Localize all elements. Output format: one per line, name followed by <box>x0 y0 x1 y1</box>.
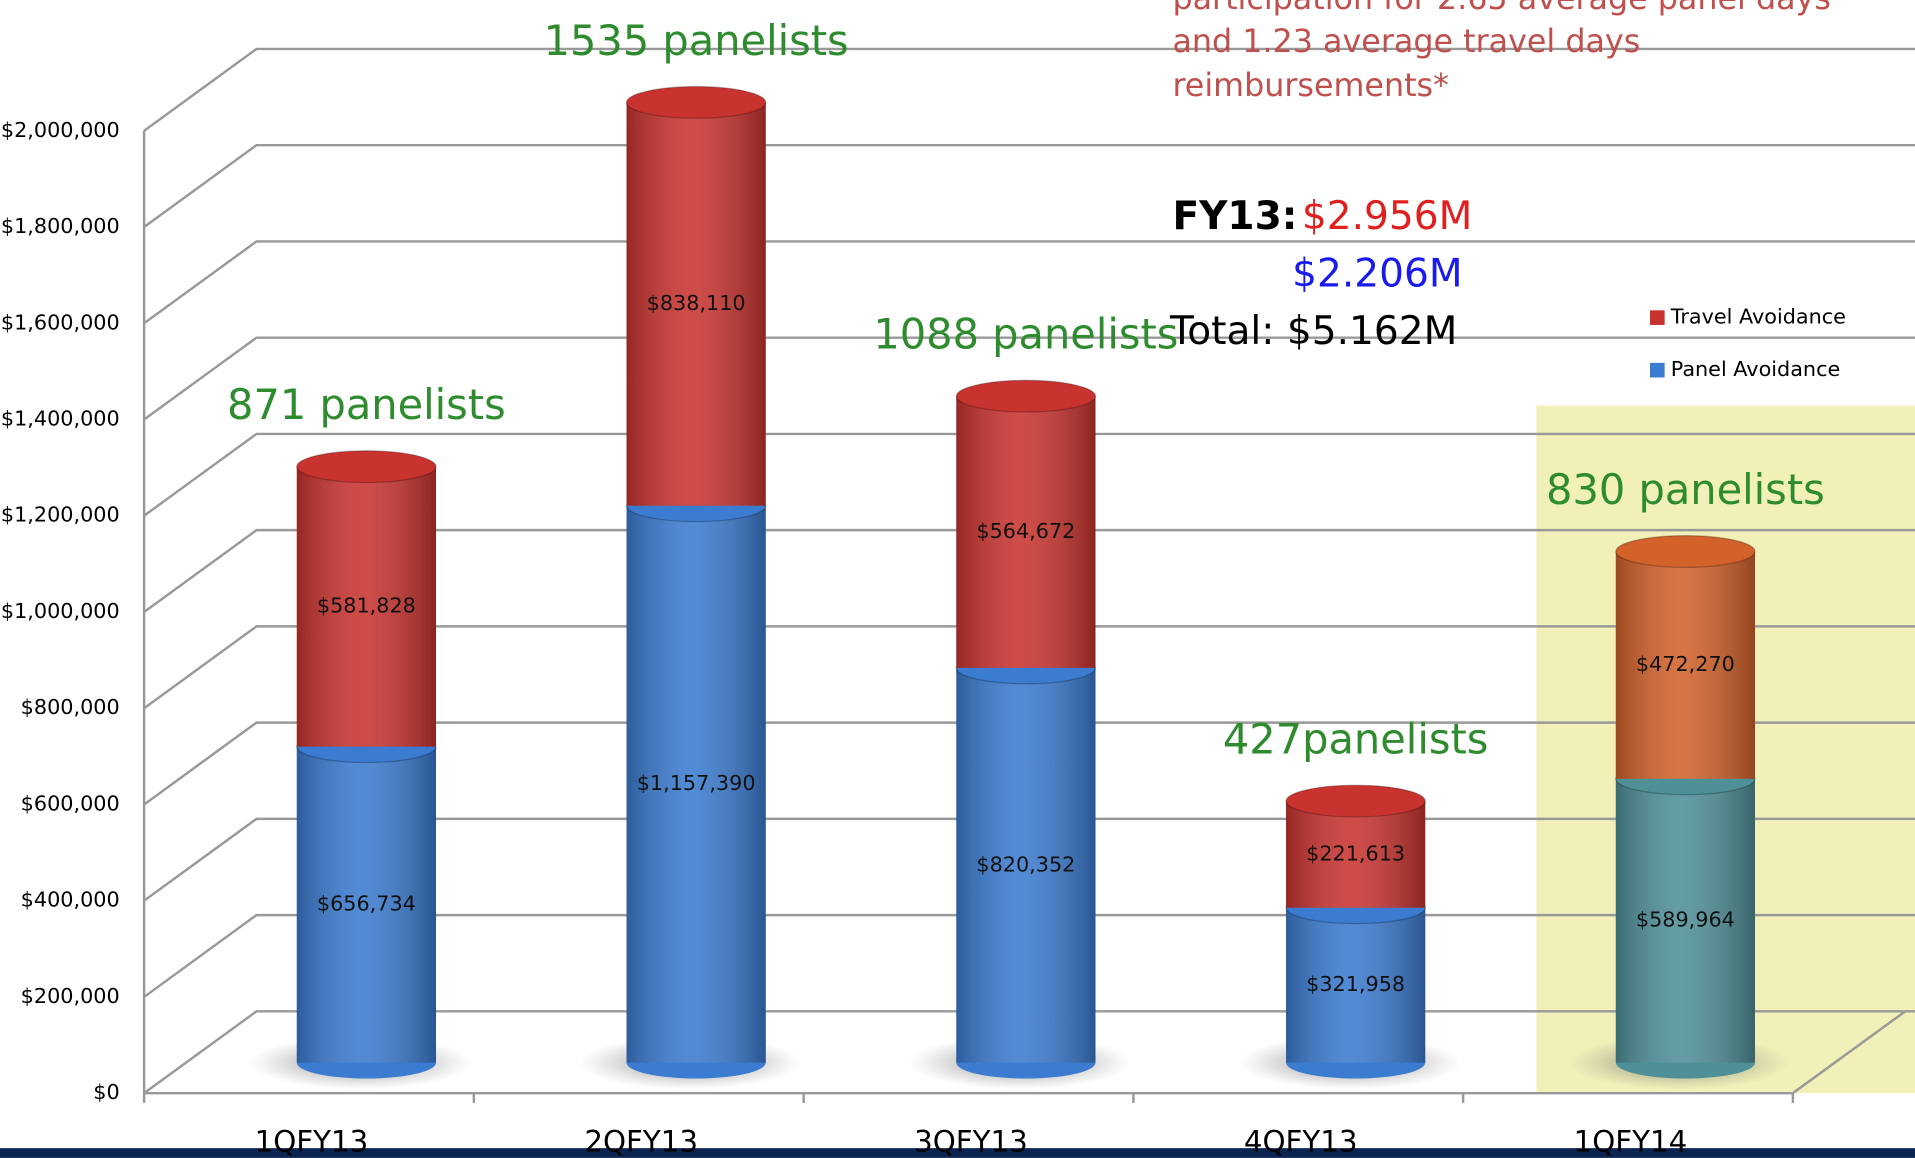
x-tick-label: 1QFY13 <box>255 1125 369 1158</box>
panelists-label: 427panelists <box>1223 714 1489 763</box>
x-tick-label: 2QFY13 <box>584 1125 698 1158</box>
value-label: $1,157,390 <box>637 771 756 795</box>
value-label: $564,672 <box>976 519 1075 543</box>
value-label: $472,270 <box>1636 652 1735 676</box>
value-label: $581,828 <box>317 594 416 618</box>
y-tick-label: $1,000,000 <box>1 599 120 623</box>
note-line: participation for 2.65 average panel day… <box>1172 0 1830 17</box>
legend-swatch <box>1650 363 1665 378</box>
x-tick-label: 1QFY14 <box>1574 1125 1688 1158</box>
panelists-label: 1088 panelists <box>873 310 1178 359</box>
y-tick-label: $2,000,000 <box>1 118 120 142</box>
value-label: $221,613 <box>1306 841 1405 865</box>
value-label: $321,958 <box>1306 972 1405 996</box>
summary-travel: $2.956M <box>1302 194 1472 239</box>
y-tick-label: $1,800,000 <box>1 214 120 238</box>
y-tick-label: $600,000 <box>21 791 120 815</box>
grid-line <box>144 145 1915 227</box>
note-line: reimbursements* <box>1172 68 1449 104</box>
panelists-label: 830 panelists <box>1546 465 1825 514</box>
y-tick-label: $1,200,000 <box>1 503 120 527</box>
legend-label: Panel Avoidance <box>1671 357 1841 381</box>
summary-panel: $2.206M <box>1292 252 1462 297</box>
value-label: $820,352 <box>976 852 1075 876</box>
bar-cap <box>297 451 436 483</box>
bar-cap <box>956 380 1095 412</box>
y-tick-label: $0 <box>93 1080 119 1104</box>
legend-label: Travel Avoidance <box>1670 305 1846 329</box>
y-tick-label: $1,400,000 <box>1 406 120 430</box>
x-tick-label: 3QFY13 <box>914 1125 1028 1158</box>
bar-cap <box>1286 785 1425 817</box>
legend-swatch <box>1650 310 1665 325</box>
panelists-label: 871 panelists <box>227 380 506 429</box>
value-label: $656,734 <box>317 892 416 916</box>
bar-cap <box>1616 536 1755 568</box>
note-line: and 1.23 average travel days <box>1172 24 1640 60</box>
value-label: $838,110 <box>647 291 746 315</box>
chart: participation for 2.65 average panel day… <box>0 0 1915 1158</box>
value-label: $589,964 <box>1636 908 1735 932</box>
y-tick-label: $1,600,000 <box>1 310 120 334</box>
x-tick-label: 4QFY13 <box>1244 1125 1358 1158</box>
grid-line <box>144 49 1915 131</box>
bar-cap <box>627 87 766 119</box>
panelists-label: 1535 panelists <box>544 16 849 65</box>
summary-label: FY13: <box>1172 194 1297 239</box>
y-tick-label: $400,000 <box>21 888 120 912</box>
summary-total: Total: $5.162M <box>1169 309 1457 354</box>
y-tick-label: $800,000 <box>21 695 120 719</box>
y-tick-label: $200,000 <box>21 984 120 1008</box>
